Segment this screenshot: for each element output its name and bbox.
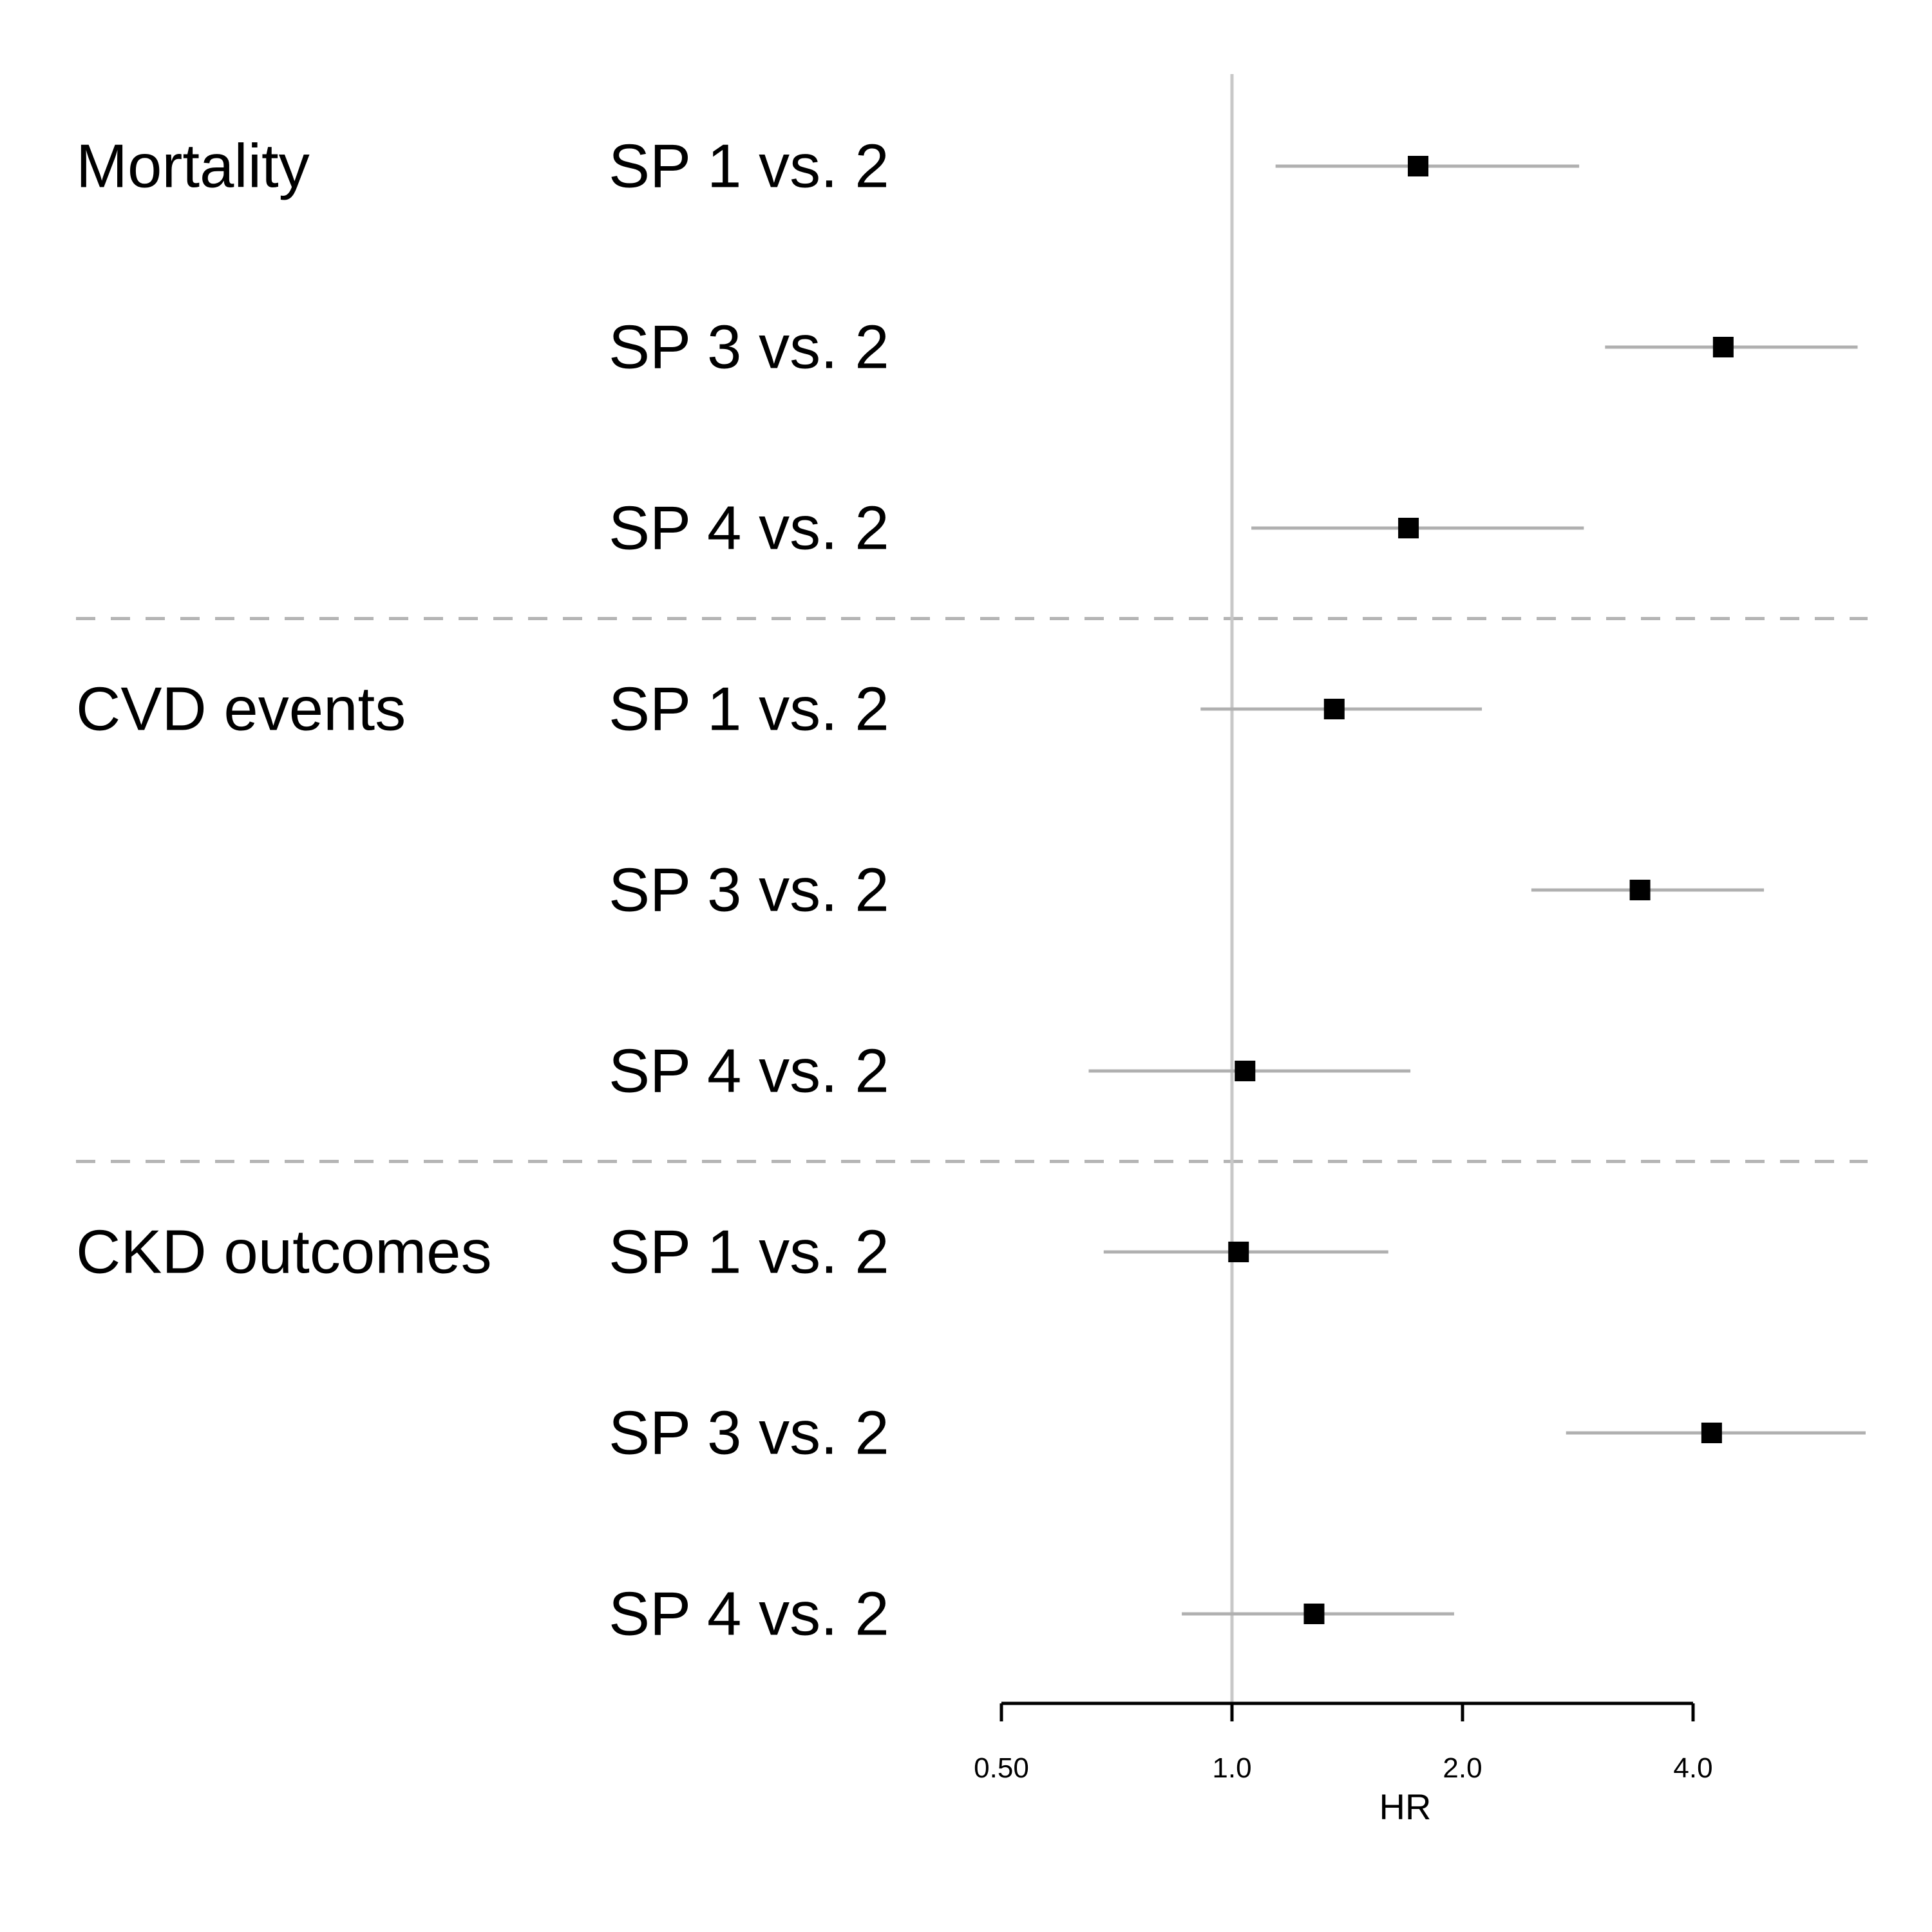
row-label: SP 1 vs. 2 — [609, 675, 889, 744]
point-estimate — [1701, 1423, 1722, 1443]
x-tick-label: 4.0 — [1673, 1752, 1712, 1784]
point-estimate — [1712, 337, 1734, 357]
row-label: SP 3 vs. 2 — [609, 1399, 889, 1468]
x-tick-label: 2.0 — [1443, 1752, 1482, 1784]
group-label: CVD events — [76, 675, 406, 744]
x-tick-label: 1.0 — [1212, 1752, 1251, 1784]
row-label: SP 3 vs. 2 — [609, 856, 889, 925]
point-estimate — [1408, 156, 1429, 176]
row-label: SP 4 vs. 2 — [609, 1580, 889, 1649]
row-label: SP 1 vs. 2 — [609, 1218, 889, 1287]
row-label: SP 1 vs. 2 — [609, 132, 889, 201]
point-estimate — [1303, 1604, 1325, 1624]
group-label: CKD outcomes — [76, 1218, 492, 1287]
estimates — [1088, 156, 1866, 1624]
point-estimate — [1235, 1061, 1256, 1081]
x-tick-label: 0.50 — [974, 1752, 1029, 1784]
row-label: SP 4 vs. 2 — [609, 1037, 889, 1106]
row-label: SP 4 vs. 2 — [609, 494, 889, 563]
x-axis: 0.50 1.0 2.0 4.0 HR — [974, 1701, 1713, 1827]
row-label: SP 3 vs. 2 — [609, 313, 889, 382]
row-labels: Mortality SP 1 vs. 2 SP 3 vs. 2 SP 4 vs. 2 C… — [76, 132, 889, 1649]
point-estimate — [1398, 518, 1419, 538]
group-label: Mortality — [76, 132, 310, 201]
x-axis-ticks: 0.50 1.0 2.0 4.0 — [974, 1703, 1713, 1784]
point-estimate — [1228, 1242, 1249, 1262]
point-estimate — [1629, 880, 1651, 900]
point-estimate — [1323, 699, 1345, 719]
x-axis-title: HR — [1379, 1786, 1432, 1827]
